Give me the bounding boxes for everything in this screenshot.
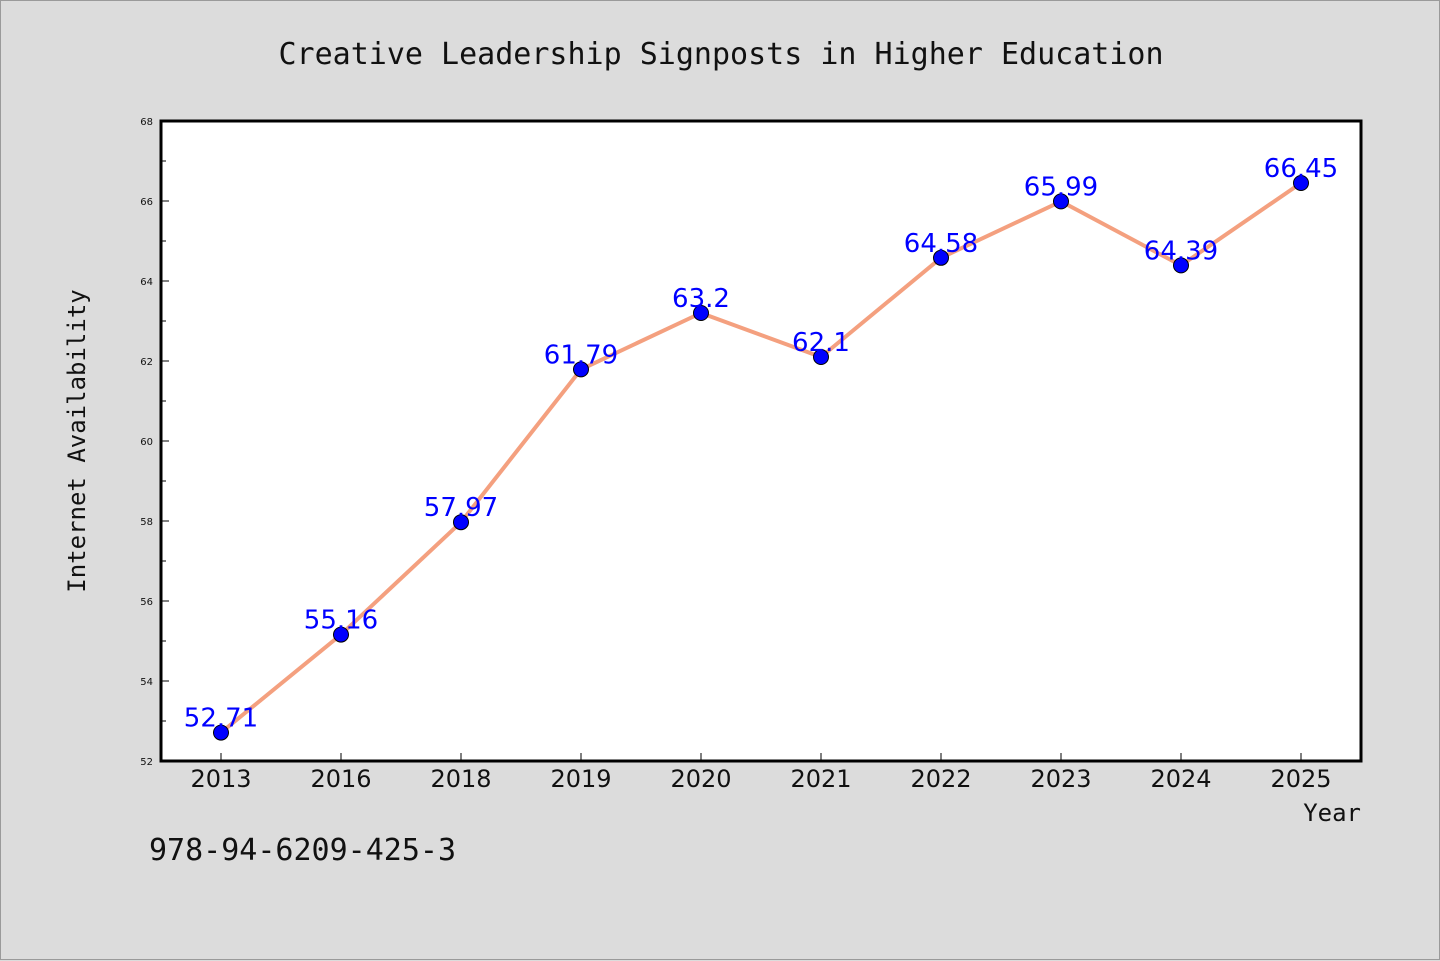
- y-tick-label: 62: [140, 357, 153, 368]
- data-label: 65.99: [1024, 172, 1098, 202]
- data-point: [453, 514, 469, 531]
- series-layer: 52.71 55.16 57.97 61.79 63.2 62.1 64.58 65.99 64…: [184, 154, 1338, 741]
- x-tick-label: 2023: [1030, 765, 1091, 793]
- y-tick-label: 66: [140, 197, 153, 208]
- data-point: [1293, 175, 1309, 191]
- y-tick-label: 54: [140, 677, 153, 688]
- y-tick-label: 52: [140, 757, 153, 768]
- y-axis: 52 54 56 58 60 62 64 66 68: [140, 117, 169, 768]
- data-label: 55.16: [304, 606, 378, 636]
- plot-frame: [159, 119, 1363, 763]
- data-point: [813, 349, 829, 365]
- data-point: [213, 724, 229, 741]
- data-point: [1173, 257, 1189, 274]
- x-tick-label: 2020: [670, 765, 731, 793]
- x-tick-label: 2016: [310, 765, 371, 793]
- data-point: [933, 249, 949, 266]
- x-tick-label: 2018: [430, 765, 491, 793]
- data-point: [1053, 193, 1069, 210]
- x-tick-label: 2013: [190, 765, 251, 793]
- y-tick-label: 64: [140, 277, 153, 288]
- y-axis-label: Internet Availability: [63, 289, 91, 592]
- y-tick-label: 56: [140, 597, 153, 608]
- x-tick-label: 2024: [1150, 765, 1211, 793]
- isbn-code: 978-94-6209-425-3: [149, 833, 457, 868]
- x-axis-label: Year: [1303, 799, 1361, 827]
- data-label: 63.2: [672, 284, 730, 314]
- data-point: [693, 305, 709, 321]
- x-tick-label: 2022: [910, 765, 971, 793]
- x-axis: 2013 2016 2018 2019 2020 2021 2022 2023 2024 2025: [190, 753, 1332, 793]
- data-label: 57.97: [424, 493, 498, 523]
- chart-title: Creative Leadership Signposts in Higher …: [278, 37, 1163, 72]
- data-label: 66.45: [1264, 154, 1338, 184]
- data-label: 64.58: [904, 229, 978, 259]
- y-tick-label: 58: [140, 517, 153, 528]
- y-tick-label: 68: [140, 117, 153, 128]
- series-line: [219, 181, 1303, 735]
- x-tick-label: 2021: [790, 765, 851, 793]
- data-label: 64.39: [1144, 236, 1218, 266]
- x-tick-label: 2019: [550, 765, 611, 793]
- plot-area: [161, 121, 1361, 761]
- data-label: 52.71: [184, 704, 258, 734]
- data-point: [333, 626, 349, 643]
- data-point: [573, 361, 589, 378]
- x-tick-label: 2025: [1270, 765, 1331, 793]
- data-label: 62.1: [792, 328, 850, 358]
- data-label: 61.79: [544, 340, 618, 370]
- y-tick-label: 60: [140, 437, 153, 448]
